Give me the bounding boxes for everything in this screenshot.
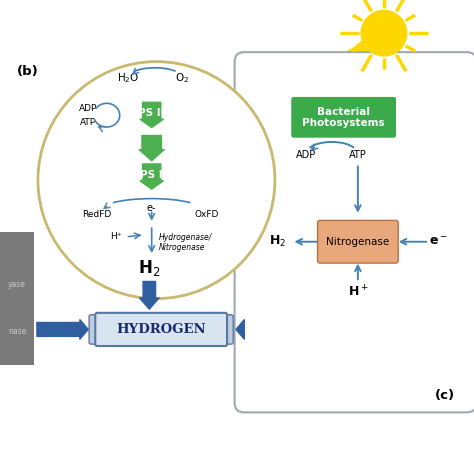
Text: RedFD: RedFD: [82, 210, 112, 219]
Text: (b): (b): [17, 64, 38, 78]
Text: HYDROGEN: HYDROGEN: [116, 323, 206, 336]
FancyBboxPatch shape: [222, 315, 233, 344]
Text: H$_2$O: H$_2$O: [117, 71, 139, 85]
FancyBboxPatch shape: [318, 220, 398, 263]
Text: ATP: ATP: [349, 150, 367, 161]
Text: PS I: PS I: [140, 170, 163, 181]
FancyBboxPatch shape: [95, 313, 227, 346]
FancyArrowPatch shape: [140, 102, 164, 128]
Polygon shape: [176, 40, 379, 152]
FancyArrowPatch shape: [140, 164, 164, 189]
FancyBboxPatch shape: [89, 315, 100, 344]
Text: PS II: PS II: [138, 108, 165, 118]
FancyBboxPatch shape: [0, 232, 34, 365]
Circle shape: [361, 10, 407, 56]
Text: (c): (c): [435, 389, 455, 402]
Text: O$_2$: O$_2$: [175, 71, 190, 85]
Text: yase: yase: [8, 280, 26, 289]
Text: e-: e-: [147, 202, 156, 213]
Text: Bacterial
Photosystems: Bacterial Photosystems: [302, 107, 385, 128]
Text: H⁺: H⁺: [110, 233, 122, 241]
Text: ADP: ADP: [79, 104, 97, 112]
Text: ATP: ATP: [80, 118, 96, 127]
Text: e$^-$: e$^-$: [429, 235, 448, 248]
Text: ADP: ADP: [296, 150, 316, 161]
FancyBboxPatch shape: [235, 52, 474, 412]
Circle shape: [38, 62, 275, 299]
Text: Hydrogenase/
Nitrogenase: Hydrogenase/ Nitrogenase: [159, 233, 212, 252]
Polygon shape: [325, 53, 388, 122]
Text: H$^+$: H$^+$: [347, 284, 368, 299]
Polygon shape: [176, 40, 372, 214]
FancyBboxPatch shape: [291, 96, 397, 138]
Text: H$_2$: H$_2$: [138, 258, 161, 278]
Text: OxFD: OxFD: [194, 210, 219, 219]
Text: Nitrogenase: Nitrogenase: [326, 237, 390, 247]
Text: nase: nase: [8, 328, 26, 336]
Text: H$_2$: H$_2$: [269, 234, 286, 249]
